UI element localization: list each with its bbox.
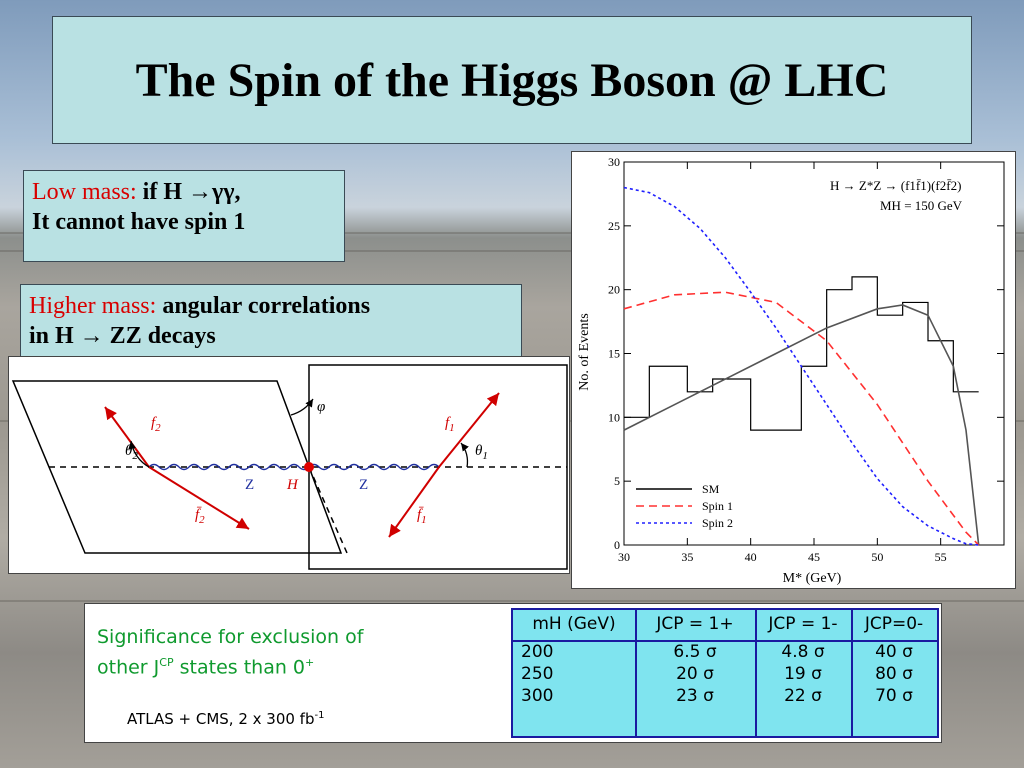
z-boson-left [148,463,310,471]
x-tick-label-3: 45 [808,550,820,564]
series-line-3 [623,186,979,546]
chart-annotation-1: H → Z*Z → (f1f̄1)(f2f̄2) [830,178,961,193]
legend-label-1: Spin 1 [702,499,733,513]
low-mass-text1: if H →γγ, [142,179,241,205]
sig-text2: other J [97,656,160,679]
label-theta1: θ1 [475,443,488,462]
table-cell-1-2: 19 σ [784,664,822,684]
table-header-1: JCP = 1+ [656,614,734,634]
y-tick-label-6: 30 [608,155,620,169]
table-cell-1-3: 80 σ [875,664,913,684]
significance-line2: other JCP states than 0+ [97,650,363,680]
low-mass-text2: It cannot have spin 1 [32,209,246,235]
label-phi: φ [317,399,325,415]
series-line-2 [623,291,980,546]
significance-panel: Significance for exclusion of other JCP … [84,603,942,743]
higgs-vertex [304,462,314,472]
right-plane [308,364,568,570]
z-boson-right [308,463,440,471]
label-f2: f2 [151,415,161,434]
left-plane [11,380,343,554]
footnote-sup: -1 [314,710,325,721]
x-tick-label-2: 40 [745,550,757,564]
table-header-divider [513,640,937,642]
table-cell-0-3: 40 σ [875,642,913,662]
label-h: H [286,477,299,493]
table-cell-2-2: 22 σ [784,686,822,706]
table-header-2: JCP = 1- [768,614,838,634]
table-cell-0-1: 6.5 σ [673,642,717,662]
y-tick-label-5: 25 [608,219,620,233]
x-tick-label-4: 50 [871,550,883,564]
label-f1bar: f̄1 [417,507,427,526]
label-z-left: Z [245,477,254,493]
higher-mass-text1: angular correlations [162,293,371,319]
table-col-divider-2 [851,610,853,736]
sig-sup1: CP [159,656,174,669]
table-header-0: mH (GeV) [532,614,616,634]
chart-svg: 30 35 40 45 50 55 0 5 10 15 20 25 30 H → Z*Z → (f1f̄… [577,155,1005,586]
theta1-arc [460,442,469,468]
table-cell-1-1: 20 σ [676,664,714,684]
legend-label-2: Spin 2 [702,516,733,530]
table-col-divider-1 [755,610,757,736]
chart-annotation-2: MH = 150 GeV [880,198,963,213]
f2-arrow [104,406,150,468]
low-mass-lead: Low mass: [32,179,137,205]
table-cell-1-0: 250 [521,664,554,684]
f1-arrow [438,392,500,468]
sig-sup2: + [305,656,315,669]
higher-mass-lead: Higher mass: [29,293,157,319]
table-header-3: JCP=0- [864,614,924,634]
table-cell-2-0: 300 [521,686,554,706]
label-z-right: Z [359,477,368,493]
label-f1: f1 [445,415,455,434]
f2bar-arrow [148,466,250,530]
low-mass-note: Low mass: if H →γγ, It cannot have spin … [23,170,345,262]
f1bar-arrow [388,466,440,538]
footnote: ATLAS + CMS, 2 x 300 fb-1 [127,710,324,728]
title-box: The Spin of the Higgs Boson @ LHC [52,16,972,144]
label-f2bar: f̄2 [195,507,205,526]
chart-ylabel: No. of Events [577,313,592,390]
table-cell-0-0: 200 [521,642,554,662]
legend-label-0: SM [702,482,720,496]
results-table: mH (GeV) JCP = 1+ JCP = 1- JCP=0- 200 6.5 σ 4.… [511,608,939,738]
series-sm-histogram [624,276,979,431]
page-title: The Spin of the Higgs Boson @ LHC [135,53,889,107]
x-tick-label-5: 55 [935,550,947,564]
decay-diagram-svg: f2 f1 θ2 θ1 Z H Z f̄2 f̄1 φ [11,364,568,570]
table-cell-0-2: 4.8 σ [781,642,825,662]
table-cell-2-3: 70 σ [875,686,913,706]
spin-chart: 30 35 40 45 50 55 0 5 10 15 20 25 30 H → Z*Z → (f1f̄… [571,151,1016,589]
y-tick-label-1: 5 [614,474,620,488]
decay-diagram: f2 f1 θ2 θ1 Z H Z f̄2 f̄1 φ [8,356,570,574]
x-tick-label-0: 30 [618,550,630,564]
higher-mass-text2: in H → ZZ decays [29,323,216,349]
table-col-divider-0 [635,610,637,736]
theta2-arc [128,440,150,468]
y-tick-label-0: 0 [614,538,620,552]
label-theta2: θ2 [125,443,138,462]
significance-text: Significance for exclusion of other JCP … [97,624,363,680]
table-cell-2-1: 23 σ [676,686,714,706]
series-line-1 [623,304,980,546]
chart-xlabel: M* (GeV) [783,571,842,586]
phi-arc [290,398,314,416]
normal-line [308,466,348,554]
y-tick-label-2: 10 [608,410,620,424]
significance-line1: Significance for exclusion of [97,626,364,648]
y-tick-label-3: 15 [608,347,620,361]
x-tick-label-1: 35 [681,550,693,564]
sig-text2-rest: states than 0 [173,656,306,679]
y-tick-label-4: 20 [608,283,620,297]
footnote-text: ATLAS + CMS, 2 x 300 fb [127,710,315,728]
